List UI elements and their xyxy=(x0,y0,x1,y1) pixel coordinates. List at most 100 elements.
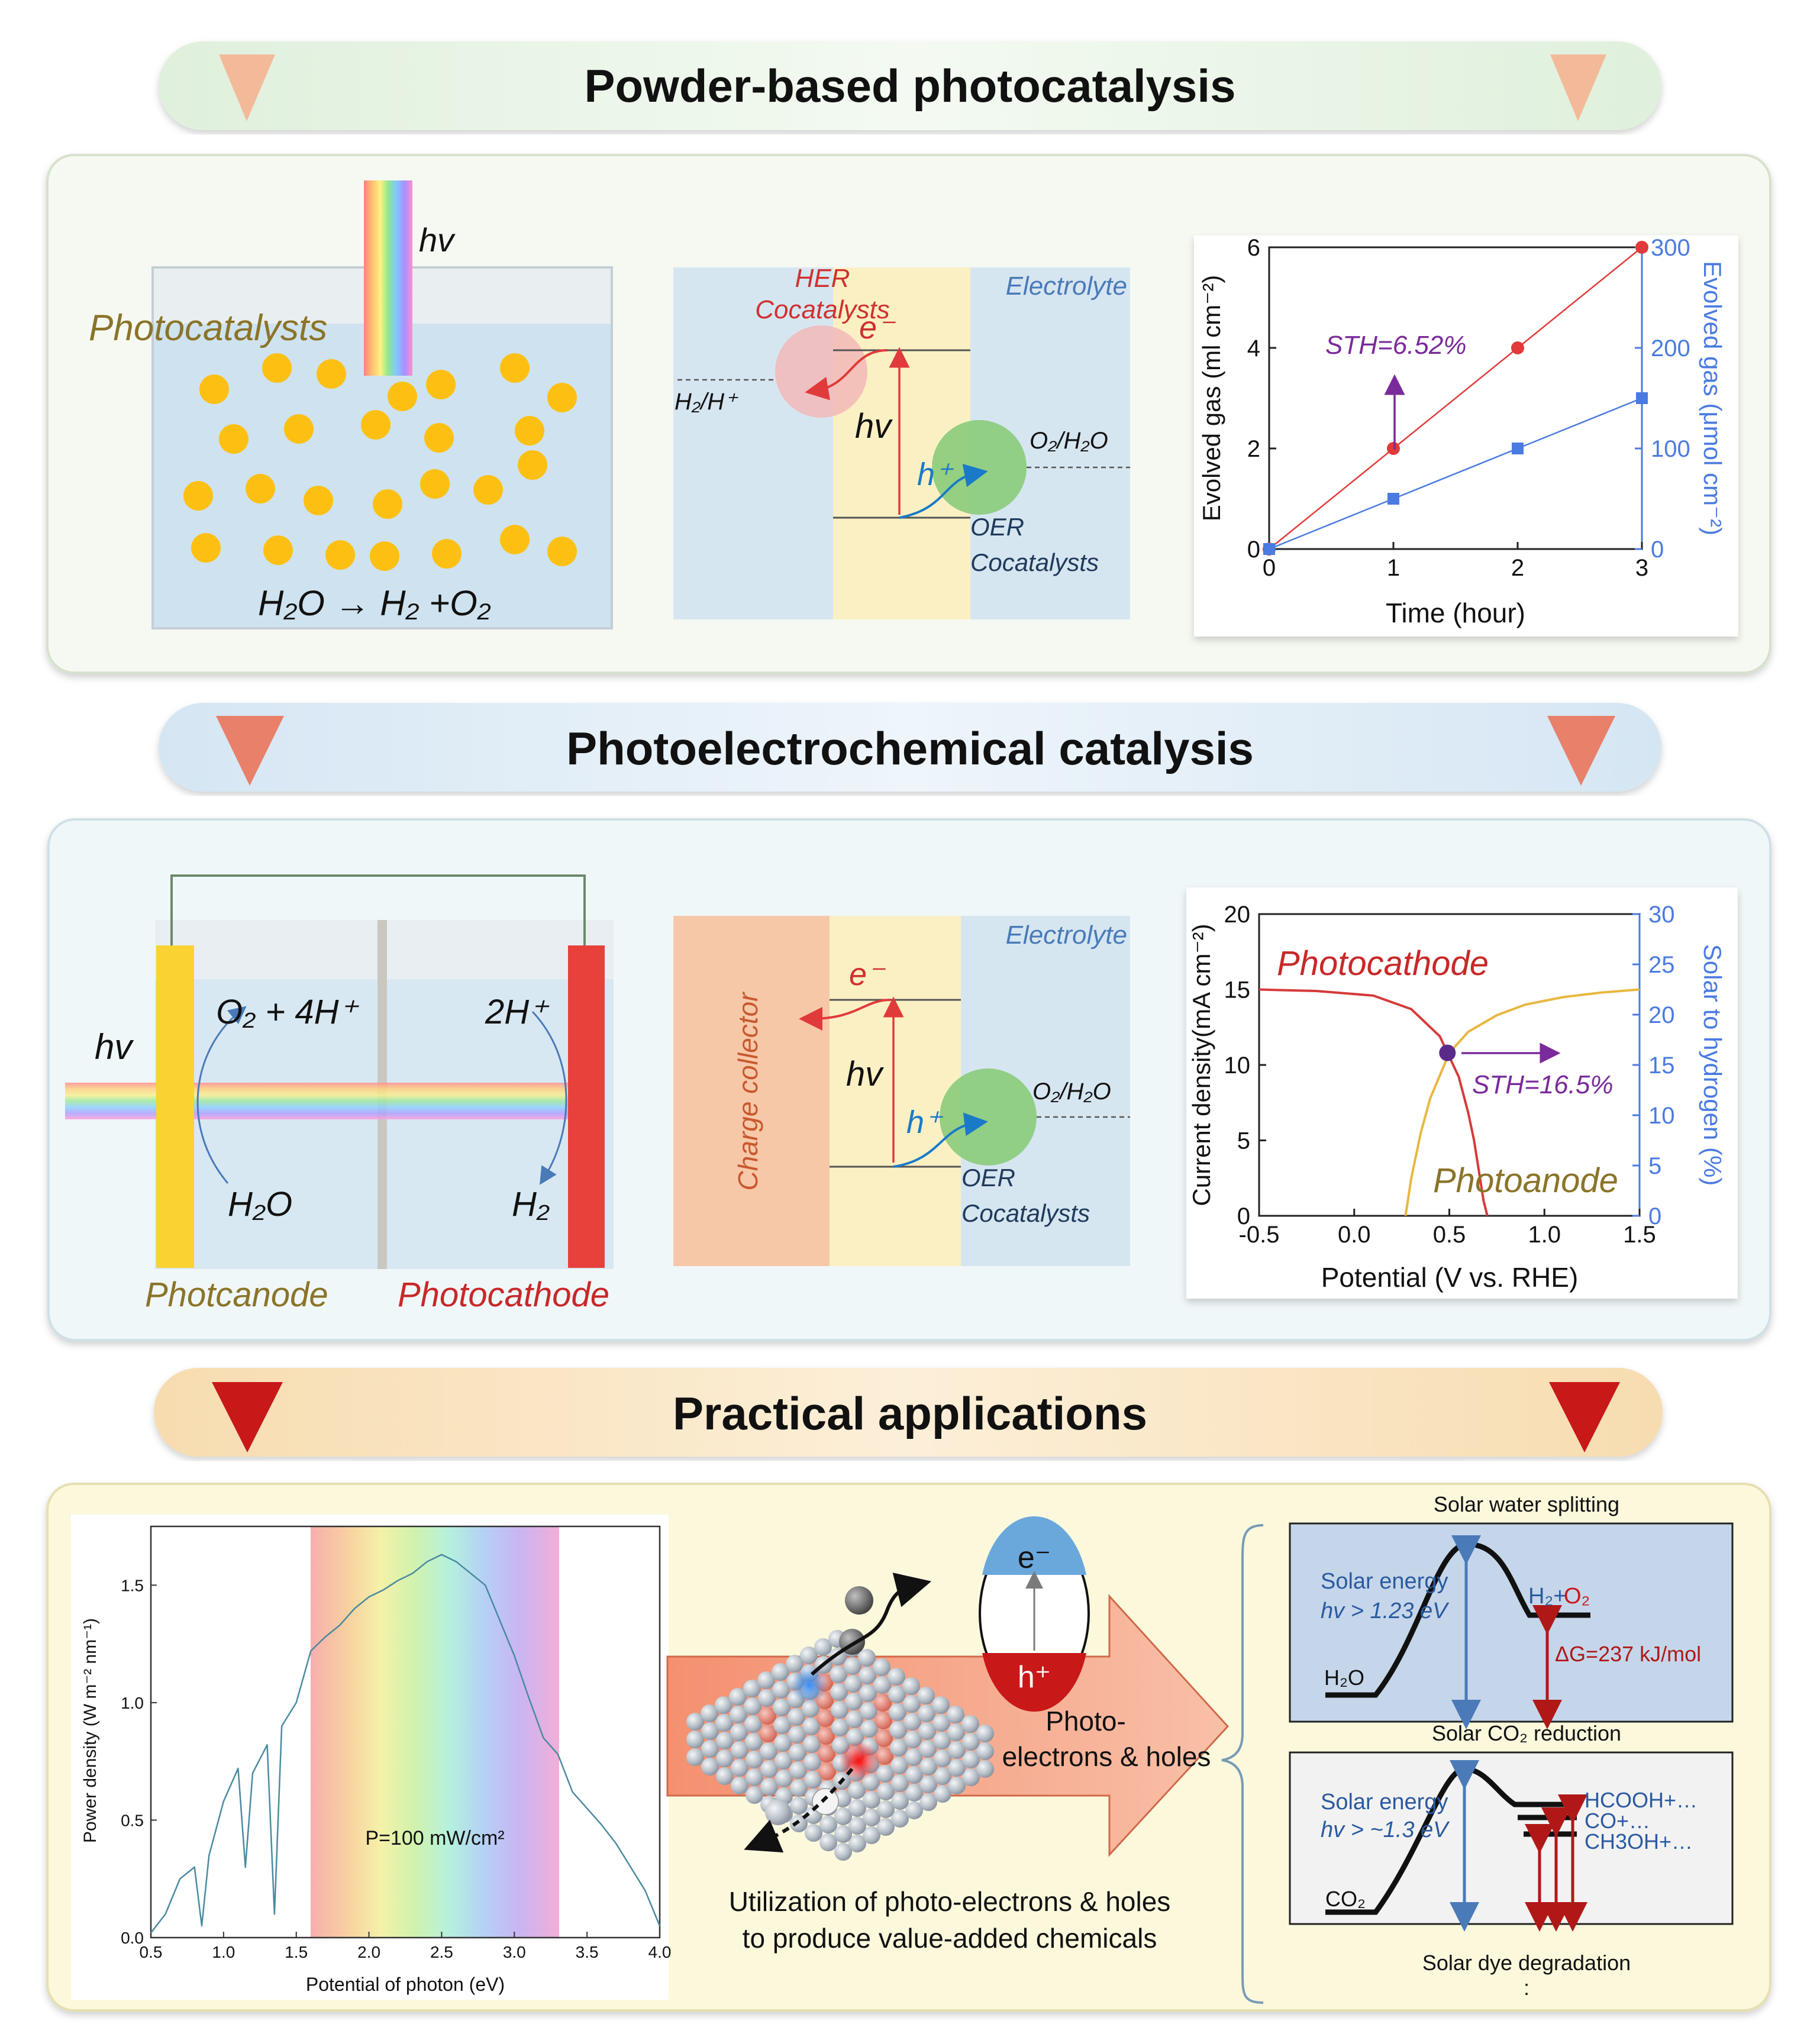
lattice-atom xyxy=(744,1715,762,1733)
chart1-point-umol xyxy=(1636,392,1648,404)
chart2-y-tick-label: 10 xyxy=(1224,1053,1251,1079)
co2-threshold-label: hv > ~1.3 eV xyxy=(1321,1818,1450,1842)
section-2-banner xyxy=(159,703,1661,792)
lattice-atom xyxy=(831,1719,849,1736)
spectrum-power-annotation: P=100 mW/cm² xyxy=(365,1827,504,1849)
photocatalysts-label: Photocatalysts xyxy=(89,308,327,348)
photocatalyst-particle xyxy=(518,450,547,480)
lattice-atom xyxy=(759,1725,777,1742)
lattice-atom xyxy=(860,1720,878,1738)
ellipse-electron-label: e⁻ xyxy=(1018,1541,1051,1575)
lattice-atom xyxy=(760,1760,778,1778)
lattice-atom xyxy=(759,1707,776,1725)
photocatalyst-particle xyxy=(262,353,292,383)
photocatalyst-particle xyxy=(370,541,399,571)
visible-band xyxy=(311,1526,559,1938)
lattice-atom xyxy=(888,1686,906,1703)
co2-reduction-box xyxy=(1289,1751,1734,1925)
chart1-x-tick-label: 0 xyxy=(1263,555,1276,581)
chart1-point-ml xyxy=(1387,442,1400,455)
water-product-o2-label: O₂ xyxy=(1564,1584,1590,1609)
lattice-atom xyxy=(715,1696,732,1714)
chart2-series-Photoanode xyxy=(1404,988,1640,1216)
chart1-y2-tick-label: 200 xyxy=(1651,335,1690,361)
conduction-band xyxy=(982,1516,1086,1575)
chart2-y2-tick-label: 30 xyxy=(1648,902,1675,928)
lattice-atom xyxy=(863,1809,880,1826)
chart1-series-line-umol xyxy=(1269,397,1642,550)
lattice-atom xyxy=(834,1825,852,1843)
lattice-atom xyxy=(775,1752,792,1770)
spectrum-y-tick-label: 0.0 xyxy=(121,1929,144,1947)
oer-label: OER xyxy=(970,513,1024,541)
lattice-atom xyxy=(891,1792,909,1810)
water-splitting-equation: H₂O → H₂ +O₂ xyxy=(258,583,491,623)
lattice-atom xyxy=(789,1761,807,1779)
ellipse-hole-label: h⁺ xyxy=(1018,1660,1051,1694)
lattice-atom xyxy=(844,1657,861,1675)
co2-reduction-diagram: Solar CO₂ reduction Solar energy hv > ~1… xyxy=(1289,1721,1734,1932)
charge-collector xyxy=(673,916,830,1266)
dye-degradation-title: Solar dye degradation xyxy=(1422,1951,1631,1975)
water-solar-energy-label: Solar energy xyxy=(1321,1569,1448,1594)
chart1-point-umol xyxy=(1263,543,1275,555)
lattice-atom xyxy=(773,1699,790,1716)
lattice-atom xyxy=(848,1781,866,1799)
chart1-point-umol xyxy=(1387,493,1399,505)
spectrum-x-tick-label: 4.0 xyxy=(648,1943,672,1961)
lattice-atom xyxy=(746,1751,763,1768)
section-2: Photoelectrochemical catalysis hv O₂ + 4… xyxy=(47,703,1771,1341)
photocatalyst-particle xyxy=(246,474,275,503)
spectrum-y-tick-label: 0.5 xyxy=(121,1811,144,1829)
chart1-card xyxy=(1194,235,1738,637)
band2-hole-label: h⁺ xyxy=(906,1105,943,1140)
lattice-atom xyxy=(819,1833,837,1851)
lattice-atom xyxy=(876,1747,893,1765)
her-cocatalyst xyxy=(775,325,867,418)
photocatalyst-particle xyxy=(547,383,577,412)
lattice-atom xyxy=(932,1714,950,1732)
lattice-atom xyxy=(889,1703,906,1721)
lattice-atom xyxy=(903,1695,921,1713)
chart1-x-tick-label: 2 xyxy=(1511,555,1524,581)
lattice-atom xyxy=(772,1663,789,1681)
oer-cocatalysts-label: Cocatalysts xyxy=(970,548,1099,576)
lattice-atom xyxy=(844,1675,862,1693)
lattice-atom xyxy=(934,1785,951,1803)
band2-oer-label: OER xyxy=(961,1164,1015,1192)
catalyst-lattice xyxy=(686,1630,994,1861)
photocatalyst-particle xyxy=(263,535,293,565)
lattice-atom xyxy=(848,1835,866,1852)
lattice-atom xyxy=(803,1735,821,1753)
lattice-atom xyxy=(729,1688,747,1706)
cathode-reaction-bottom: H₂ xyxy=(512,1185,550,1224)
co2-reactant-label: CO₂ xyxy=(1325,1887,1366,1911)
water-product-h2-label: H₂+ xyxy=(1528,1584,1566,1609)
lattice-atom xyxy=(889,1721,907,1739)
lattice-atom xyxy=(701,1705,718,1722)
external-wire xyxy=(170,874,586,950)
lattice-atom xyxy=(919,1775,937,1793)
lattice-atom xyxy=(888,1668,905,1686)
lattice-atom xyxy=(859,1667,876,1684)
lattice-atom xyxy=(947,1723,965,1741)
photocatalyst-particle xyxy=(500,525,530,554)
section-3-banner xyxy=(154,1368,1663,1457)
lattice-atom xyxy=(876,1765,894,1783)
lattice-atom xyxy=(802,1718,820,1735)
lattice-atom xyxy=(758,1689,776,1707)
valence-band xyxy=(982,1653,1086,1712)
chart2-y2-tick-label: 25 xyxy=(1648,952,1675,978)
electron-label: e⁻ xyxy=(859,310,896,346)
reactant-sphere-icon xyxy=(812,1788,839,1815)
band2-electron-label: e⁻ xyxy=(849,957,886,992)
section-1: Powder-based photocatalysis hv Photocata… xyxy=(46,41,1771,674)
lattice-atom xyxy=(877,1800,895,1818)
lattice-atom xyxy=(731,1741,748,1759)
cathode-reaction-top: 2H⁺ xyxy=(485,993,550,1031)
pec-light-beam xyxy=(65,1083,580,1119)
band-diagram-2: Charge collector Electrolyte e⁻ hv h⁺ O₂… xyxy=(673,916,1130,1266)
lattice-atom xyxy=(873,1676,891,1694)
lattice-atom xyxy=(890,1739,908,1757)
